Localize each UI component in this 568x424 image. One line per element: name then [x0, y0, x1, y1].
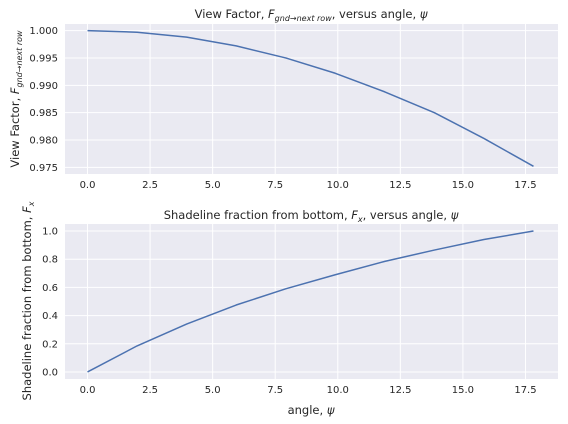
top-title-text-2: , versus angle, [332, 7, 420, 21]
top-x-tick-label: 15.0 [452, 180, 474, 191]
bottom-ylabel-subscript: x [27, 201, 36, 207]
bottom-title-subscript: x [357, 215, 363, 224]
bottom-y-tick-label: 0.2 [42, 339, 58, 350]
bottom-grid [65, 224, 558, 379]
top-ylabel-text: View Factor, [8, 94, 22, 167]
bottom-x-tick-label: 2.5 [142, 385, 158, 396]
top-x-tick-label: 17.5 [514, 180, 536, 191]
top-x-tick-label: 12.5 [389, 180, 411, 191]
top-series-line [87, 29, 534, 167]
bottom-x-tick-label: 10.0 [327, 385, 349, 396]
top-x-tick-label: 10.0 [327, 180, 349, 191]
top-grid [65, 24, 558, 174]
top-y-axis-label: View Factor, Fgnd→next row [8, 30, 24, 168]
top-y-tick-label: 0.985 [29, 108, 58, 119]
bottom-xlabel-psi: ψ [327, 403, 335, 417]
top-y-tick-label: 0.980 [29, 136, 58, 147]
bottom-x-axis-label: angle, ψ [288, 403, 335, 417]
bottom-ylabel-text: Shadeline fraction from bottom, [20, 213, 34, 401]
bottom-plot-area [65, 224, 558, 379]
bottom-ylabel-symbol: F [20, 206, 34, 213]
top-y-tick-label: 0.995 [29, 53, 58, 64]
top-y-tick-label: 0.990 [29, 81, 58, 92]
top-subplot: 0.0 2.5 5.0 7.5 10.0 12.5 15.0 17.5 0.9750.9800… [8, 7, 558, 191]
bottom-title-text-2: , versus angle, [363, 208, 451, 222]
bottom-y-ticks: 0.0 0.2 0.4 0.6 0.8 1.0 [42, 227, 58, 379]
top-ylabel-subscript: gnd→next row [15, 30, 24, 88]
bottom-y-tick-label: 0.4 [42, 311, 58, 322]
top-title-subscript: gnd→next row [275, 14, 333, 23]
top-plot-area [65, 24, 558, 174]
top-x-tick-label: 7.5 [267, 180, 283, 191]
bottom-series [87, 230, 534, 373]
bottom-x-tick-label: 5.0 [205, 385, 221, 396]
bottom-x-tick-label: 17.5 [514, 385, 536, 396]
top-x-ticks: 0.0 2.5 5.0 7.5 10.0 12.5 15.0 17.5 [80, 180, 537, 191]
top-ylabel-symbol: F [8, 87, 22, 94]
bottom-chart-title: Shadeline fraction from bottom, Fx, vers… [164, 208, 459, 224]
bottom-title-psi: ψ [451, 208, 459, 222]
bottom-y-axis-label: Shadeline fraction from bottom, Fx [20, 201, 36, 400]
bottom-x-tick-label: 12.5 [389, 385, 411, 396]
top-x-tick-label: 5.0 [205, 180, 221, 191]
bottom-x-tick-label: 7.5 [267, 385, 283, 396]
bottom-title-symbol: F [351, 208, 358, 222]
top-title-symbol: F [268, 7, 275, 21]
top-y-tick-label: 1.000 [29, 26, 58, 37]
top-y-ticks: 0.975 0.980 0.985 0.990 0.995 1.000 [29, 26, 58, 174]
bottom-series-line [87, 230, 534, 373]
top-series [87, 29, 534, 167]
top-title-psi: ψ [420, 7, 428, 21]
top-title-text-1: View Factor, [195, 7, 268, 21]
bottom-subplot: 0.0 2.5 5.0 7.5 10.0 12.5 15.0 17.5 0.00.20.40.… [20, 201, 558, 417]
top-x-tick-label: 0.0 [80, 180, 96, 191]
top-chart-title: View Factor, Fgnd→next row, versus angle… [195, 7, 428, 23]
bottom-title-text-1: Shadeline fraction from bottom, [164, 208, 352, 222]
bottom-x-tick-label: 0.0 [80, 385, 96, 396]
top-x-tick-label: 2.5 [142, 180, 158, 191]
bottom-y-tick-label: 0.0 [42, 367, 58, 378]
bottom-x-ticks: 0.0 2.5 5.0 7.5 10.0 12.5 15.0 17.5 [80, 385, 537, 396]
bottom-y-tick-label: 1.0 [42, 227, 58, 238]
bottom-y-tick-label: 0.6 [42, 283, 58, 294]
top-y-tick-label: 0.975 [29, 163, 58, 174]
bottom-y-tick-label: 0.8 [42, 255, 58, 266]
bottom-xlabel-text: angle, [288, 403, 327, 417]
bottom-x-tick-label: 15.0 [452, 385, 474, 396]
